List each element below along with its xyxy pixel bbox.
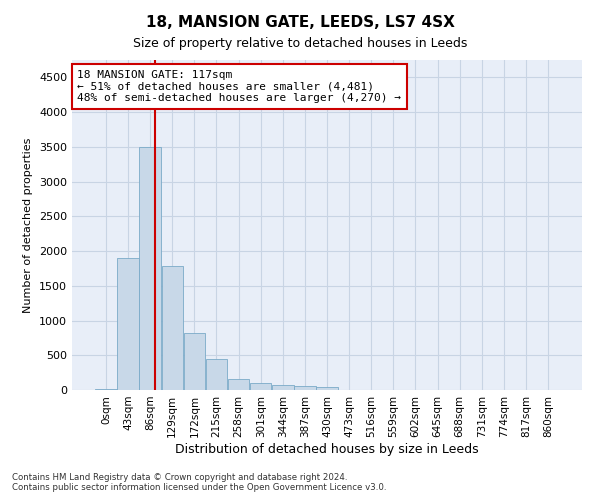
Bar	[206, 358, 227, 390]
Bar	[316, 387, 338, 390]
Bar	[272, 385, 293, 390]
Bar	[294, 386, 316, 390]
Bar	[250, 383, 271, 390]
Bar	[117, 258, 139, 390]
Y-axis label: Number of detached properties: Number of detached properties	[23, 138, 34, 312]
Bar	[139, 147, 161, 390]
Text: Size of property relative to detached houses in Leeds: Size of property relative to detached ho…	[133, 38, 467, 51]
Bar	[161, 266, 183, 390]
X-axis label: Distribution of detached houses by size in Leeds: Distribution of detached houses by size …	[175, 442, 479, 456]
Text: 18 MANSION GATE: 117sqm
← 51% of detached houses are smaller (4,481)
48% of semi: 18 MANSION GATE: 117sqm ← 51% of detache…	[77, 70, 401, 103]
Bar	[228, 379, 249, 390]
Text: Contains HM Land Registry data © Crown copyright and database right 2024.
Contai: Contains HM Land Registry data © Crown c…	[12, 473, 386, 492]
Text: 18, MANSION GATE, LEEDS, LS7 4SX: 18, MANSION GATE, LEEDS, LS7 4SX	[146, 15, 454, 30]
Bar	[184, 333, 205, 390]
